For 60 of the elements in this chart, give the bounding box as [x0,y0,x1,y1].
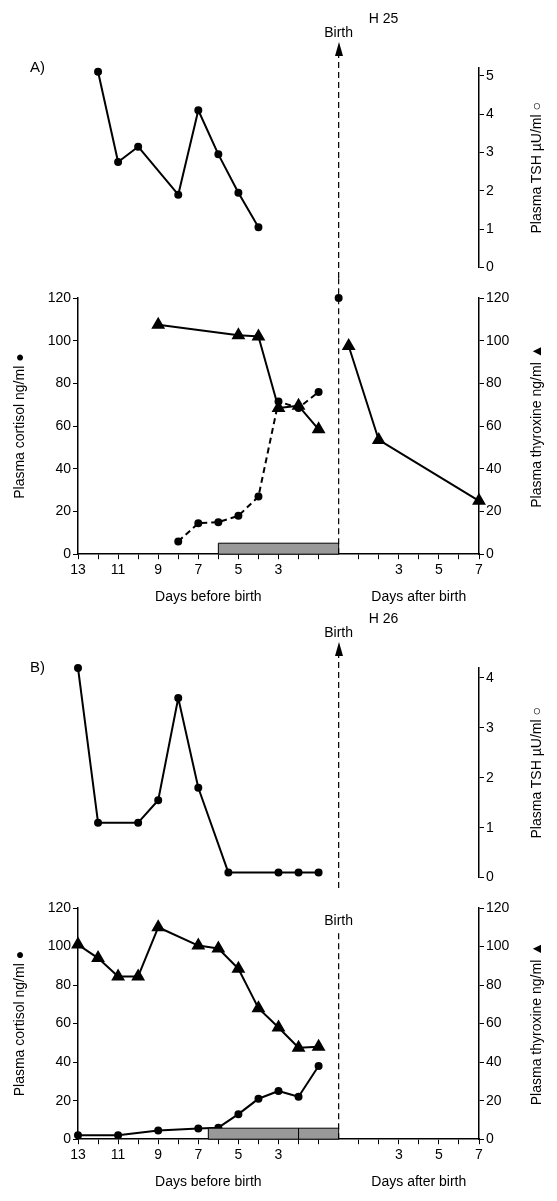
x-axis-title: Days before birth [155,587,262,604]
text: A) [30,57,45,75]
x-tick-label: 7 [194,561,203,578]
x-tick-label: 13 [70,1146,86,1163]
x-tick-label: 5 [435,561,443,578]
y-tick-label: 80 [55,975,72,992]
chart-title: H 26 [368,609,399,626]
text: Days after birth [371,1172,467,1189]
y-tick-label: 80 [55,374,72,391]
y-axis-title: Plasma TSH µU/ml ○ [527,102,544,234]
x-tick-label: 3 [394,561,403,578]
y-tick-label: 100 [47,331,72,348]
x-tick-label: 13 [70,561,86,578]
x-tick-label: 11 [110,1146,126,1163]
y-tick-label: 3 [486,143,494,160]
x-tick-label: 9 [154,561,163,578]
y-tick-label: 120 [47,898,72,915]
y-tick-label: 60 [55,416,72,433]
text: B) [30,657,45,675]
ref-line-label: Birth [324,911,354,928]
x-tick-label: 5 [234,1146,243,1163]
x-tick-label: 7 [475,1146,484,1163]
y-tick-label: 3 [486,718,494,735]
y-tick-label: 20 [55,502,72,519]
x-tick-label: 7 [194,1146,203,1163]
text: Days after birth [371,587,467,604]
y-tick-label: 0 [63,545,72,562]
x-tick-label: 11 [110,561,126,578]
y-tick-label: 1 [486,818,494,835]
y2-axis-title: Plasma thyroxine ng/ml ▲ [527,344,544,508]
y-tick-label: 0 [63,1130,72,1147]
x-axis-title: Days before birth [155,1172,262,1189]
y-tick-label: 40 [55,1052,72,1069]
y-tick-label: 2 [486,181,494,198]
y-tick-label: 120 [47,288,72,305]
y-tick-label: 4 [486,104,494,121]
x-tick-label: 5 [234,561,243,578]
y-tick-label: 1 [486,220,494,237]
y-tick-label: 0 [486,868,494,885]
y-tick-label: 4 [486,668,494,685]
ref-line-label: Birth [324,623,354,640]
x-tick-label: 3 [394,1146,403,1163]
y-tick-label: 20 [55,1091,72,1108]
y-axis-title: Plasma TSH µU/ml ○ [527,707,544,839]
y-tick-label: 2 [486,768,494,785]
x-tick-label: 5 [435,1146,443,1163]
x-tick-label: 9 [154,1146,163,1163]
y-axis-title: Plasma cortisol ng/ml ● [10,353,27,499]
y-tick-label: 5 [486,66,494,83]
y-tick-label: 60 [55,1014,72,1031]
x-tick-label: 3 [274,1146,283,1163]
y-tick-label: 100 [47,937,72,954]
x-tick-label: 7 [475,561,484,578]
y-axis-title: Plasma cortisol ng/ml ● [10,950,27,1097]
y2-axis-title: Plasma thyroxine ng/ml ▲ [527,941,544,1106]
y-tick-label: 0 [486,258,494,275]
y-tick-label: 40 [55,459,72,476]
x-tick-label: 3 [274,561,283,578]
chart-title: H 25 [368,9,399,26]
ref-line-label: Birth [324,23,354,40]
